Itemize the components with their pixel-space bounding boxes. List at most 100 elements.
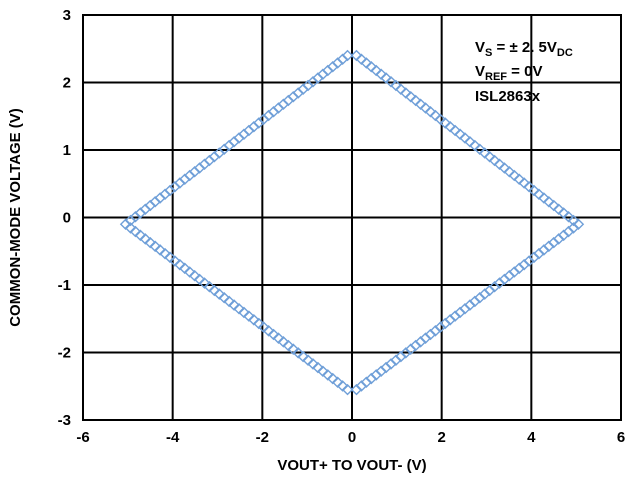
data-point: [547, 236, 560, 249]
data-point: [400, 87, 412, 99]
data-point: [528, 251, 540, 264]
data-point: [414, 98, 427, 111]
data-point: [562, 225, 575, 238]
y-tick-labels: -3 -2 -1 0 1 2 3: [58, 7, 71, 429]
data-point: [129, 225, 142, 238]
data-point: [414, 336, 427, 348]
data-point: [473, 143, 486, 156]
data-point: [365, 60, 378, 73]
y-tick-label: 1: [63, 142, 71, 159]
x-tick-label: 4: [527, 429, 536, 446]
data-point: [557, 207, 570, 219]
data-point: [562, 210, 575, 223]
data-point: [312, 361, 324, 374]
data-point: [424, 328, 437, 341]
data-point: [513, 262, 526, 275]
data-point: [307, 358, 319, 370]
data-point: [429, 325, 442, 337]
data-point: [543, 195, 555, 208]
data-point: [385, 75, 397, 88]
data-point: [169, 255, 181, 267]
data-point: [144, 236, 157, 249]
data-point: [404, 343, 417, 355]
data-point: [380, 72, 392, 84]
data-point: [257, 321, 270, 333]
data-point: [243, 310, 255, 322]
data-point: [543, 240, 555, 253]
data-point: [488, 154, 501, 167]
data-point: [355, 53, 368, 66]
data-point: [400, 347, 412, 359]
data-point: [508, 169, 521, 182]
data-point: [238, 306, 250, 319]
data-point: [124, 222, 137, 234]
data-point: [503, 269, 516, 282]
data-point: [380, 361, 392, 374]
data-point: [395, 350, 407, 363]
y-axis-title: COMMON-MODE VOLTAGE (V): [7, 108, 24, 327]
data-point: [228, 299, 240, 311]
data-point: [523, 180, 535, 193]
data-point: [533, 188, 545, 201]
data-point: [370, 64, 382, 77]
y-tick-label: -2: [58, 345, 71, 362]
data-point: [508, 266, 521, 278]
data-point: [409, 94, 422, 107]
data-point: [198, 277, 211, 289]
x-tick-labels: -6 -4 -2 0 2 4 6: [76, 429, 625, 446]
data-point: [262, 325, 275, 337]
data-point: [547, 199, 560, 212]
data-point: [483, 284, 496, 297]
data-point: [419, 102, 432, 114]
data-point: [149, 240, 161, 253]
annotation-line-vref: VREF = 0V: [475, 63, 542, 83]
y-tick-label: 0: [63, 210, 71, 227]
data-point: [454, 306, 466, 319]
x-tick-label: 0: [348, 429, 356, 446]
data-point: [478, 288, 491, 300]
data-point: [552, 233, 565, 245]
data-point: [282, 339, 295, 352]
data-point: [223, 295, 235, 308]
data-point: [439, 117, 452, 129]
y-tick-label: -3: [58, 412, 71, 429]
data-point: [336, 53, 349, 66]
annotation-box: VS = ± 2. 5VDC VREF = 0V ISL2863x: [475, 39, 573, 105]
data-point: [503, 165, 516, 178]
data-point: [375, 68, 387, 81]
x-tick-label: 2: [437, 429, 445, 446]
data-point: [233, 302, 245, 315]
data-point: [252, 317, 265, 330]
data-point: [444, 120, 456, 133]
data-point: [449, 124, 461, 137]
data-point: [341, 49, 354, 62]
data-point: [375, 365, 387, 378]
data-point: [302, 354, 314, 367]
data-point: [154, 244, 166, 256]
data-point: [444, 314, 456, 326]
data-point: [331, 376, 344, 389]
data-point: [557, 229, 570, 242]
data-point: [513, 173, 526, 186]
data-point: [360, 57, 373, 69]
data-point: [317, 365, 329, 378]
data-point: [429, 109, 442, 122]
plot-frame: [82, 14, 622, 421]
data-point: [528, 184, 540, 197]
data-point: [552, 203, 565, 216]
data-point: [473, 291, 486, 304]
data-point: [464, 299, 476, 311]
annotation-line-part: ISL2863x: [475, 88, 541, 105]
data-point: [297, 350, 309, 363]
x-tick-label: -6: [76, 429, 89, 446]
data-point: [518, 177, 530, 189]
data-point: [208, 284, 221, 297]
data-markers: [119, 49, 585, 396]
x-tick-label: -2: [256, 429, 269, 446]
data-point: [355, 380, 368, 392]
x-axis-title: VOUT+ TO VOUT- (V): [277, 457, 426, 474]
data-point: [326, 372, 339, 385]
data-point: [518, 258, 530, 271]
data-point: [439, 317, 452, 330]
